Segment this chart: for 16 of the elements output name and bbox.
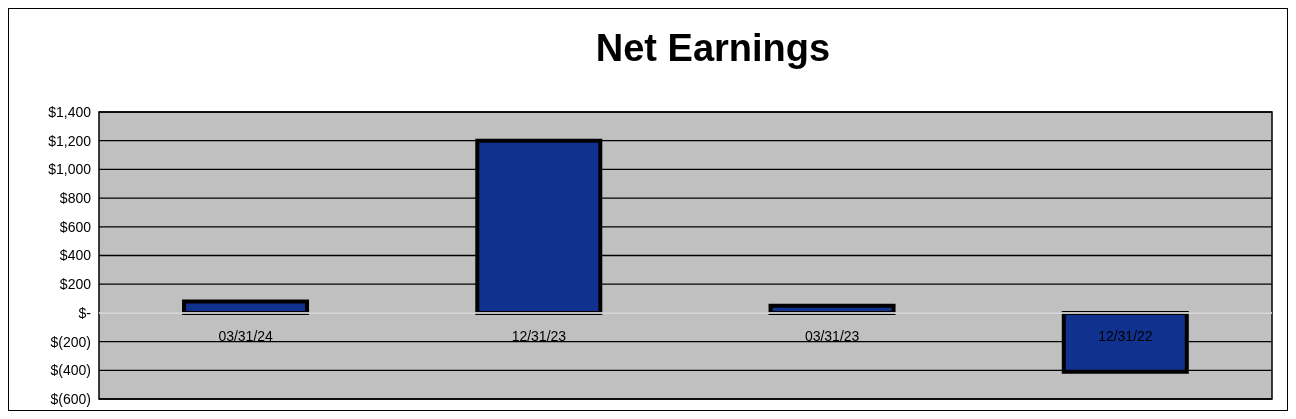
y-tick-label: $(600) <box>50 390 91 407</box>
y-tick-label: $600 <box>59 218 92 235</box>
y-tick-label: $1,400 <box>48 103 92 120</box>
y-tick-label: $(200) <box>50 333 91 350</box>
y-tick-label: $1,200 <box>48 132 92 149</box>
y-tick-label: $200 <box>59 276 92 293</box>
y-tick-label: $1,000 <box>48 161 92 178</box>
x-tick-label: 12/31/23 <box>511 327 567 344</box>
x-tick-label: 12/31/22 <box>1098 327 1153 344</box>
x-tick-label: 03/31/23 <box>804 327 860 344</box>
y-tick-label: $- <box>78 304 92 321</box>
y-tick-label: $400 <box>59 247 92 264</box>
y-tick-label: $(400) <box>50 362 91 379</box>
y-tick-label: $800 <box>59 190 92 207</box>
x-tick-label: 03/31/24 <box>218 327 274 344</box>
chart-title: Net Earnings <box>594 27 832 70</box>
